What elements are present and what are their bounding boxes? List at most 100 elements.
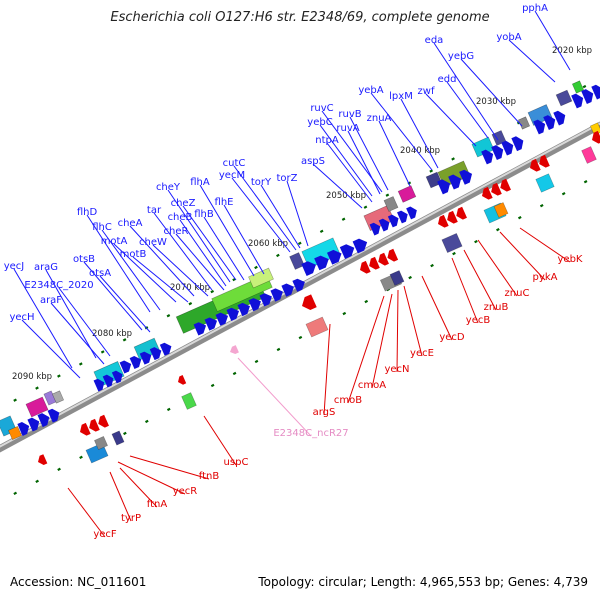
gene-label-yebg: yebG	[448, 51, 474, 62]
feature-block	[491, 130, 507, 146]
scale-label: 2050 kbp	[326, 191, 366, 201]
forward-gene-arrow	[387, 214, 399, 228]
forward-gene-arrow	[369, 222, 381, 236]
forward-arag-leader-line	[45, 269, 97, 359]
gene-label-eda: eda	[425, 35, 444, 46]
reverse-gene-arrow	[360, 260, 371, 274]
reverse-cmob-leader-line	[347, 295, 385, 404]
gene-label-ftna: ftnA	[147, 499, 168, 510]
gene-label-araf: araF	[40, 295, 62, 306]
scale-labels: 2020 kbp 2030 kbp 2040 kbp 2050 kbp 2060 kbp…	[12, 46, 592, 382]
gene-label-flha: flhA	[190, 177, 210, 188]
forward-ruvb-leader-line	[349, 116, 389, 191]
gene-label-uspc: uspC	[224, 457, 249, 468]
forward-gene-arrow	[511, 136, 524, 152]
gene-label-edd: edd	[438, 74, 457, 85]
gene-label-args: argS	[313, 407, 336, 418]
scale-label: 2080 kbp	[92, 329, 132, 339]
feature-block	[94, 436, 108, 450]
feature-block	[555, 89, 573, 107]
forward-chea-leader-line	[129, 225, 195, 297]
forward-gene-arrow	[406, 206, 417, 220]
forward-gene-arrow	[378, 218, 390, 232]
gene-label-chez: cheZ	[171, 198, 196, 209]
forward-gene-arrow	[259, 293, 272, 307]
gene-label-ruva: ruvA	[336, 123, 359, 134]
reverse-yece-leader-line	[403, 285, 423, 357]
feature-block	[425, 171, 443, 189]
forward-ntpa-leader-line	[326, 142, 373, 203]
reverse-yecd-leader-line	[421, 275, 453, 341]
forward-gene-arrow	[553, 110, 566, 126]
gene-label-cher: cheR	[164, 226, 189, 237]
forward-gene-arrow	[27, 417, 40, 432]
reverse-yecr-leader-line	[117, 461, 186, 495]
reverse-ftna-leader-line	[119, 467, 158, 508]
reverse-gene-arrow	[387, 248, 399, 262]
gene-label-yech: yecH	[9, 312, 34, 323]
reverse-gene-arrow	[38, 454, 48, 465]
reverse-znuc-leader-line	[477, 239, 518, 297]
gene-label-yece: yecE	[410, 348, 434, 359]
forward-edd-leader-line	[446, 81, 489, 139]
gene-label-flhe: flhE	[215, 197, 234, 208]
forward-cher-leader-line	[175, 233, 225, 291]
forward-gene-arrow	[533, 119, 546, 135]
feature-block	[527, 104, 553, 126]
scale-label: 2020 kbp	[552, 46, 592, 56]
forward-tar-leader-line	[153, 212, 213, 291]
forward-gene-arrow	[292, 278, 305, 292]
forward-motb-leader-line	[132, 256, 189, 303]
forward-gene-arrow	[159, 342, 172, 356]
gene-label-flhc: flhC	[92, 222, 112, 233]
scale-label: 2040 kbp	[400, 146, 440, 156]
gene-label-chey: cheY	[156, 182, 181, 193]
reverse-pyka-leader-line	[499, 231, 546, 281]
gene-label-e2348c-ncr27: E2348C_ncR27	[273, 428, 348, 439]
forward-gene-arrow	[139, 351, 152, 365]
forward-flhb-leader-line	[203, 216, 245, 281]
forward-flha-leader-line	[199, 184, 255, 277]
gene-label-yecb: yecB	[466, 315, 491, 326]
forward-gene-arrow	[501, 140, 514, 156]
label-leader-lines	[13, 10, 571, 538]
gene-label-zwf: zwf	[418, 86, 435, 97]
accession-text: Accession: NC_011601	[10, 575, 147, 589]
forward-gene-arrow	[226, 307, 240, 321]
forward-gene-arrow	[47, 408, 60, 423]
forward-torz-leader-line	[286, 180, 309, 247]
forward-gene-arrow	[352, 238, 368, 254]
tick-marks	[0, 76, 600, 503]
feature-block	[111, 430, 125, 446]
gene-label-znub: znuB	[484, 302, 509, 313]
reverse-gene-arrow	[438, 214, 449, 228]
reverse-yecf-leader-line	[67, 487, 106, 538]
gene-label-flhd: flhD	[77, 207, 98, 218]
forward-yebg-leader-line	[460, 58, 523, 127]
genome-summary-text: Topology: circular; Length: 4,965,553 bp…	[258, 575, 588, 589]
forward-gene-arrow	[314, 255, 329, 271]
forward-tory-leader-line	[260, 184, 301, 249]
reverse-gene-arrow	[456, 206, 467, 220]
gene-label-yoba: yobA	[496, 32, 521, 43]
forward-gene-arrow	[102, 374, 114, 388]
forward-gene-arrow	[581, 89, 594, 104]
map-title: Escherichia coli O127:H6 str. E2348/69, …	[110, 10, 490, 25]
gene-label-e2348c-2020: E2348C_2020	[24, 280, 93, 291]
forward-gene-arrow	[481, 149, 494, 165]
gene-label-yecn: yecN	[384, 364, 409, 375]
gene-label-cutc: cutC	[223, 158, 246, 169]
forward-flhd-leader-line	[86, 214, 151, 313]
reverse-gene-arrow	[482, 186, 493, 200]
reverse-gene-arrow	[178, 375, 187, 385]
gene-label-yeba: yebA	[358, 85, 383, 96]
tick-track-2	[0, 172, 600, 503]
forward-znua-leader-line	[378, 120, 411, 187]
feature-block	[581, 146, 597, 164]
forward-zwf-leader-line	[425, 93, 477, 147]
reverse-gene-arrow	[302, 294, 317, 310]
scale-label: 2030 kbp	[476, 97, 516, 107]
reverse-gene-arrow	[500, 178, 511, 192]
forward-gene-arrow	[111, 370, 123, 384]
